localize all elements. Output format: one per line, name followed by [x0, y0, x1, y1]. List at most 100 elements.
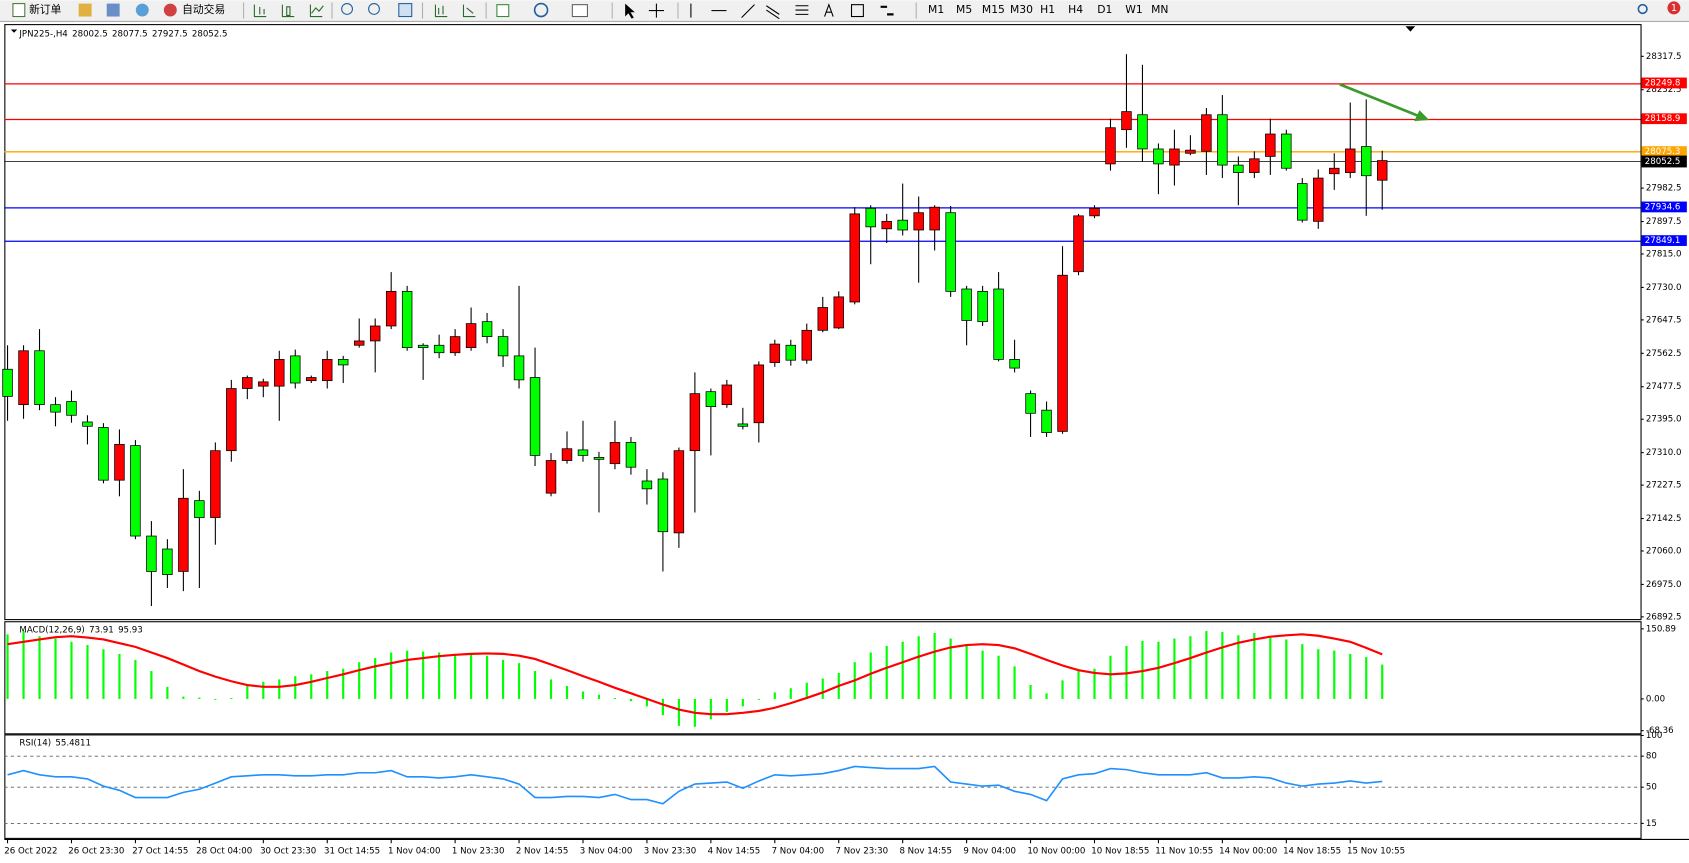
candle-body: [689, 393, 701, 452]
candle-body: [417, 344, 429, 348]
candle-body: [353, 340, 365, 346]
search-icon[interactable]: [1637, 3, 1648, 15]
indicator-title: RSI(14): [19, 739, 51, 749]
macd-bar: [1349, 653, 1352, 699]
icon[interactable]: [462, 4, 476, 18]
cursor-icon[interactable]: [625, 3, 635, 19]
candle-body: [98, 427, 109, 481]
icon[interactable]: [281, 4, 295, 18]
period-button[interactable]: H1: [1040, 3, 1055, 16]
icon[interactable]: [106, 3, 120, 17]
period-button[interactable]: H4: [1068, 3, 1083, 16]
icon[interactable]: [78, 3, 92, 17]
x-tick-label: 8 Nov 14:55: [899, 846, 952, 856]
candle-body: [1233, 164, 1244, 173]
trendline-icon[interactable]: [741, 4, 755, 18]
period-button[interactable]: M15: [982, 3, 1005, 16]
x-tick-label: 28 Oct 04:00: [196, 846, 252, 856]
y-tick-label: 27477.5: [1646, 382, 1682, 392]
macd-bar: [1253, 632, 1256, 699]
period-button[interactable]: M30: [1010, 3, 1033, 16]
icon[interactable]: [496, 4, 510, 18]
header-high: 28077.5: [112, 29, 148, 39]
candle-body: [833, 296, 844, 329]
badge-count: 1: [1671, 3, 1677, 14]
macd-bar: [1205, 631, 1208, 699]
candle-body: [385, 290, 397, 327]
notification-badge[interactable]: [1667, 1, 1681, 15]
y-tick-label: 27310.0: [1646, 448, 1682, 458]
macd-bar: [581, 691, 585, 699]
candle-body: [18, 350, 29, 406]
macd-bar: [741, 698, 744, 707]
macd-bar: [597, 694, 601, 699]
candle-body: [1089, 207, 1100, 217]
panel-menu-icon[interactable]: [10, 29, 18, 33]
macd-bar: [725, 698, 728, 712]
y-tick-label: 26975.0: [1646, 580, 1682, 590]
icon[interactable]: [253, 4, 267, 18]
macd-bar: [150, 671, 153, 699]
macd-bar: [342, 668, 345, 699]
y-tick-label: 100: [1646, 731, 1662, 741]
y-tick-label: 50: [1646, 783, 1657, 793]
y-tick-label: 27562.5: [1646, 349, 1682, 359]
macd-bar: [86, 645, 89, 699]
fibo-icon[interactable]: [795, 5, 809, 15]
level-label-bg: [1641, 113, 1687, 125]
rsi-value: 55.4811: [55, 739, 91, 749]
macd-bar: [1221, 632, 1224, 699]
candle-body: [1281, 133, 1292, 169]
label-icon[interactable]: [850, 4, 864, 18]
period-button[interactable]: MN: [1151, 3, 1168, 16]
text-icon[interactable]: [824, 3, 834, 17]
macd-bar: [549, 679, 553, 699]
icon[interactable]: [341, 3, 353, 15]
period-button[interactable]: W1: [1125, 3, 1143, 16]
shapes-icon[interactable]: [880, 5, 894, 16]
icon: [163, 3, 177, 17]
button-label[interactable]: 新订单: [29, 3, 62, 16]
candle-body: [306, 377, 317, 382]
candle-body: [1009, 359, 1020, 369]
icon[interactable]: [368, 3, 380, 15]
macd-bar: [1013, 666, 1016, 699]
trend-arrow: [1339, 83, 1422, 119]
candle-body: [1041, 409, 1052, 433]
icon[interactable]: [434, 4, 448, 18]
macd-bar: [38, 636, 41, 699]
candle-body: [513, 355, 525, 381]
level-label: 28158.9: [1645, 114, 1681, 124]
candle-body: [401, 290, 413, 348]
shift-marker[interactable]: [1405, 26, 1416, 32]
candle-body: [274, 359, 285, 387]
macd-bar: [709, 698, 712, 720]
macd-bar: [1381, 664, 1384, 699]
icon[interactable]: [398, 3, 413, 18]
current-price-label: 28052.5: [1645, 157, 1681, 167]
new-order-button[interactable]: 新订单: [12, 3, 62, 18]
level-label: 28075.3: [1645, 147, 1681, 157]
candle-body: [337, 359, 349, 366]
period-button[interactable]: D1: [1097, 3, 1112, 16]
candle-body: [625, 442, 637, 468]
icon[interactable]: [135, 3, 149, 17]
crosshair-icon[interactable]: [648, 3, 664, 18]
period-button[interactable]: M5: [956, 3, 972, 16]
candle-body: [1329, 167, 1340, 175]
icon[interactable]: [533, 2, 549, 18]
candle-body: [194, 500, 205, 518]
x-tick-label: 7 Nov 04:00: [772, 846, 825, 856]
level-label-bg: [1641, 77, 1687, 89]
x-tick-label: 11 Nov 10:55: [1155, 846, 1213, 856]
header-close: 28052.5: [192, 29, 228, 39]
y-tick-label: 27730.0: [1646, 283, 1682, 293]
period-button[interactable]: M1: [928, 3, 944, 16]
icon[interactable]: [309, 4, 324, 18]
channel-icon[interactable]: [766, 5, 780, 20]
candle-body: [242, 377, 253, 389]
auto-trading-button[interactable]: 自动交易: [163, 3, 225, 17]
icon[interactable]: [571, 4, 588, 18]
button-label[interactable]: 自动交易: [182, 3, 225, 16]
